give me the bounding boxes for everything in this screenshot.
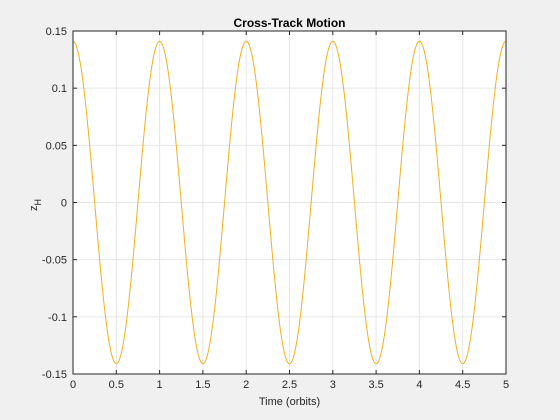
x-tick-label: 2 <box>243 379 249 391</box>
chart-title: Cross-Track Motion <box>233 16 345 30</box>
x-tick-label: 4.5 <box>455 379 470 391</box>
series-layer <box>72 40 507 365</box>
x-tick-label: 2.5 <box>282 379 297 391</box>
y-axis-title-subscript: H <box>33 199 43 206</box>
y-axis-title: zH <box>28 199 43 211</box>
y-tick-label: 0.15 <box>46 26 67 38</box>
x-tick-label: 0.5 <box>109 379 124 391</box>
ticks <box>72 30 507 375</box>
x-tick-label: 1.5 <box>195 379 210 391</box>
x-tick-label: 3.5 <box>368 379 383 391</box>
x-tick-label: 0 <box>70 379 76 391</box>
y-tick-label: 0 <box>61 198 67 210</box>
x-axis-title: Time (orbits) <box>259 396 320 408</box>
y-tick-label: -0.05 <box>42 255 67 267</box>
y-tick-label: -0.15 <box>42 369 67 381</box>
y-axis-title-main: z <box>28 206 40 212</box>
y-tick-label: 0.05 <box>46 140 67 152</box>
x-tick-label: 4 <box>416 379 422 391</box>
x-tick-label: 3 <box>330 379 336 391</box>
tick-labels: 0 0.5 1 1.5 2 2.5 3 3.5 4 4.5 5 0.15 0.1 0.05 0 -0.05 -0… <box>42 26 509 391</box>
series-line <box>72 40 507 365</box>
y-tick-label: 0.1 <box>52 83 67 95</box>
y-tick-label: -0.1 <box>48 312 67 324</box>
x-tick-label: 1 <box>157 379 163 391</box>
x-tick-label: 5 <box>503 379 509 391</box>
y-axis-title-group: zH <box>28 199 43 211</box>
